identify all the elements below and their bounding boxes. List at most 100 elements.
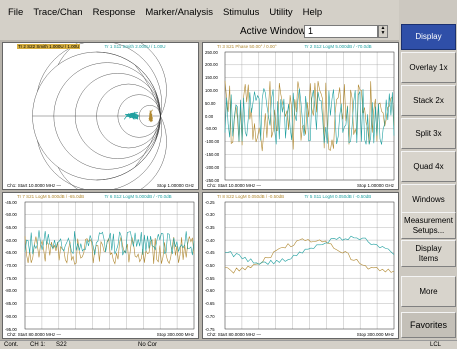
start-freq: Ch1: Start 10.0000 MHz — bbox=[207, 183, 262, 188]
y-tick-label: -95.00 bbox=[5, 326, 17, 332]
trace-label-text: Tr 6 S12 LogM 5.000dB / -70.0dB bbox=[104, 194, 172, 199]
y-tick-label: -0.40 bbox=[205, 237, 215, 243]
softkey-more[interactable]: More bbox=[401, 276, 456, 307]
trace-label[interactable]: Tr 5 S11 LogM 0.050dB / -0.50dB bbox=[305, 194, 372, 199]
trace-label-text: Tr 1 S11 Smith 2.000U / 1.00U bbox=[104, 44, 166, 49]
window-1-smith-chart[interactable]: Tr 2 S22 Smith 1.000U / 1.00U Tr 1 S11 Sm… bbox=[2, 42, 199, 190]
trace-label[interactable]: Tr 2 S22 Smith 1.000U / 1.00U bbox=[17, 44, 81, 49]
trace-label[interactable]: Tr 3 S21 Phase 50.00° / 0.00° bbox=[217, 44, 277, 49]
window-4-logmag-chart[interactable]: -0.25 -0.30 -0.35 -0.40 -0.45 -0.50 -0.55 -0.60… bbox=[202, 192, 399, 339]
y-tick-label: 200.00 bbox=[205, 62, 218, 68]
y-tick-label: -0.60 bbox=[205, 288, 215, 294]
y-tick-label: -0.50 bbox=[205, 263, 215, 268]
active-window-bar: Active Window 1 ▲ ▼ bbox=[0, 24, 399, 40]
softkey-label: Windows bbox=[412, 194, 445, 204]
trace-a bbox=[224, 238, 395, 274]
start-freq: Ch2: Start 80.0000 MHz — bbox=[7, 332, 62, 337]
trace-s11 bbox=[123, 111, 140, 120]
window-3-logmag-chart[interactable]: -45.00 -50.00 -55.00 -60.00 -65.00 -70.00 -75.… bbox=[2, 192, 199, 339]
correction-status: No Cor bbox=[138, 342, 158, 348]
y-tick-label: -250.00 bbox=[205, 177, 220, 183]
y-tick-label: -0.55 bbox=[205, 275, 215, 281]
y-tick-label: -0.30 bbox=[205, 212, 215, 218]
favorites-button[interactable]: Favorites bbox=[401, 312, 456, 338]
trace-a bbox=[224, 80, 395, 152]
softkey-label: Quad 4x bbox=[413, 161, 444, 171]
y-tick-label: -75.00 bbox=[5, 275, 17, 281]
ref-status: LCL bbox=[430, 342, 442, 348]
softkey-measurement[interactable]: Measurement Setups... bbox=[401, 212, 456, 239]
menu-utility[interactable]: Utility bbox=[269, 6, 293, 18]
trace-plot bbox=[224, 51, 395, 181]
softkey-windows[interactable]: Windows bbox=[401, 184, 456, 215]
menu-marker-analysis[interactable]: Marker/Analysis bbox=[145, 6, 213, 18]
softkey-label: Overlay 1x bbox=[409, 62, 448, 72]
active-channel: CH 1: bbox=[30, 342, 46, 348]
y-tick-label: -0.35 bbox=[205, 224, 215, 230]
status-bar: Cont. CH 1: S22 No Cor LCL bbox=[0, 340, 457, 349]
trace-label-text: Tr 5 S11 LogM 0.050dB / -0.50dB bbox=[304, 194, 372, 199]
y-tick-label: -50.00 bbox=[205, 126, 217, 132]
y-tick-label: -55.00 bbox=[5, 224, 17, 230]
menu-bar: File Trace/Chan Response Marker/Analysis Sti… bbox=[0, 0, 399, 24]
active-window-spinner[interactable]: ▲ ▼ bbox=[378, 25, 388, 38]
trace-b bbox=[24, 230, 195, 256]
trace-plot bbox=[32, 43, 167, 189]
softkey-label: Split 3x bbox=[415, 128, 442, 138]
softkey-overlay-1x[interactable]: Overlay 1x bbox=[401, 52, 456, 83]
trace-s22 bbox=[148, 109, 153, 123]
y-tick-label: -100.00 bbox=[205, 139, 220, 145]
spin-down-icon[interactable]: ▼ bbox=[380, 30, 386, 36]
softkey-stack-2x[interactable]: Stack 2x bbox=[401, 85, 456, 116]
active-param: S22 bbox=[56, 342, 67, 348]
trace-label-text: Tr 3 S21 Phase 50.00° / 0.00° bbox=[217, 44, 277, 49]
trace-b bbox=[224, 235, 395, 265]
softkey-sublabel: Setups... bbox=[412, 225, 445, 235]
y-tick-label: -85.00 bbox=[5, 301, 17, 307]
y-tick-label: -200.00 bbox=[205, 164, 220, 170]
trace-label-text: Tr 2 S22 Smith 1.000U / 1.00U bbox=[17, 44, 81, 49]
active-window-field[interactable]: 1 bbox=[304, 25, 378, 38]
y-tick-label: -0.65 bbox=[205, 301, 215, 307]
trace-b bbox=[224, 88, 395, 145]
y-tick-label: -45.00 bbox=[5, 199, 17, 205]
menu-response[interactable]: Response bbox=[92, 6, 136, 18]
stop-freq: Stop 300.000 MHz bbox=[156, 332, 194, 337]
menu-stimulus[interactable]: Stimulus bbox=[222, 6, 260, 18]
y-tick-label: 100.00 bbox=[205, 87, 218, 93]
trace-label[interactable]: Tr 1 S11 Smith 2.000U / 1.00U bbox=[105, 44, 166, 49]
softkey-label: Measurement bbox=[404, 215, 453, 225]
stop-freq: Stop 1.00000 GHz bbox=[356, 183, 394, 188]
softkey-quad-4x[interactable]: Quad 4x bbox=[401, 151, 456, 182]
y-tick-label: -150.00 bbox=[205, 151, 220, 157]
menu-file[interactable]: File bbox=[8, 6, 24, 18]
display-menu-title: Display bbox=[401, 24, 456, 50]
stop-freq: Stop 300.000 MHz bbox=[356, 332, 394, 337]
trace-label[interactable]: Tr 8 S22 LogM 0.050dB / -0.50dB bbox=[217, 194, 284, 199]
softkey-display[interactable]: Display Items bbox=[401, 240, 456, 267]
stop-freq: Stop 1.00000 GHz bbox=[156, 183, 194, 188]
y-tick-label: 150.00 bbox=[205, 75, 218, 81]
trace-label[interactable]: Tr 7 S21 LogM 5.000dB / -65.0dB bbox=[17, 194, 84, 199]
trace-label[interactable]: Tr 2 S12 LogM 5.000dB / -70.0dB bbox=[305, 44, 372, 49]
trace-plot bbox=[224, 201, 395, 330]
softkey-sublabel: Items bbox=[418, 253, 439, 263]
y-tick-label: 0.00 bbox=[205, 113, 214, 119]
softkey-label: More bbox=[419, 286, 438, 296]
window-2-phase-chart[interactable]: 250.00 200.00 150.00 100.00 50.00 0.00 -50.00 -… bbox=[202, 42, 399, 190]
softkey-split-3x[interactable]: Split 3x bbox=[401, 118, 456, 149]
y-tick-label: 50.00 bbox=[205, 100, 216, 106]
trace-label-text: Tr 2 S12 LogM 5.000dB / -70.0dB bbox=[304, 44, 372, 49]
y-tick-label: -50.00 bbox=[5, 212, 17, 218]
menu-help[interactable]: Help bbox=[302, 6, 323, 18]
y-tick-label: -80.00 bbox=[5, 288, 17, 294]
softkey-label: Stack 2x bbox=[413, 95, 444, 105]
trace-plot bbox=[24, 201, 195, 330]
y-tick-label: -0.45 bbox=[205, 250, 215, 256]
start-freq: Ch2: Start 80.0000 MHz — bbox=[207, 332, 262, 337]
trace-label[interactable]: Tr 6 S12 LogM 5.000dB / -70.0dB bbox=[105, 194, 172, 199]
sweep-mode: Cont. bbox=[4, 342, 19, 348]
y-tick-label: 250.00 bbox=[205, 49, 218, 55]
menu-trace-chan[interactable]: Trace/Chan bbox=[33, 6, 83, 18]
spin-up-icon[interactable]: ▲ bbox=[380, 25, 386, 31]
